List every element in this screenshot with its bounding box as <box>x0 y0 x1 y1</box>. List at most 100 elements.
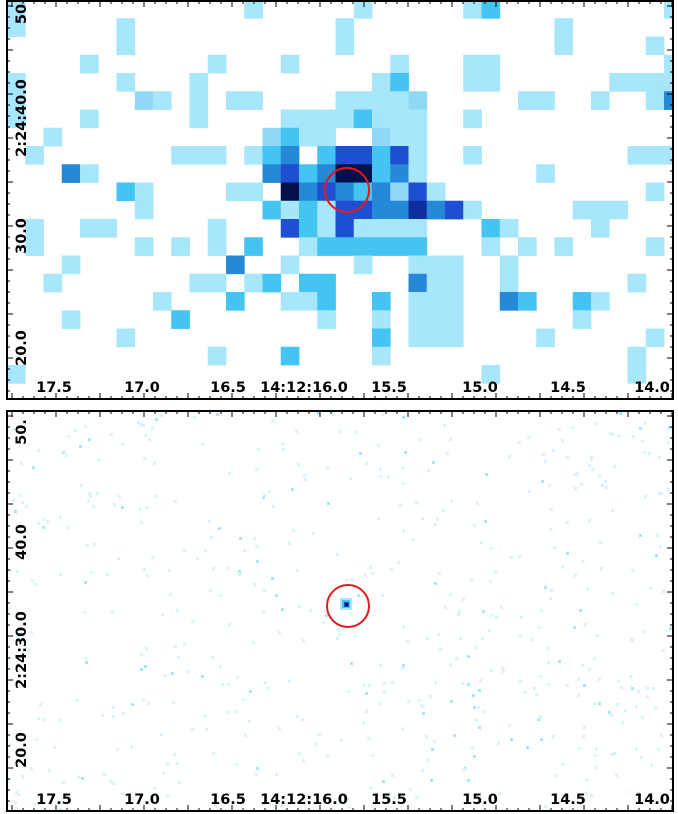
top-pixel-cell <box>116 328 136 348</box>
top-pixel-cell <box>426 292 446 311</box>
bottom-noise-pixel <box>621 721 624 724</box>
bottom-noise-pixel <box>297 463 300 466</box>
bottom-noise-pixel <box>67 435 70 438</box>
bottom-noise-pixel <box>88 438 91 441</box>
bottom-noise-pixel <box>106 573 109 576</box>
bottom-noise-pixel <box>255 468 258 471</box>
top-pixel-cell <box>134 182 154 202</box>
bottom-noise-pixel <box>475 719 478 722</box>
bottom-pixel-map <box>6 410 674 812</box>
bottom-noise-pixel <box>549 597 552 600</box>
top-pixel-cell <box>171 146 190 165</box>
bottom-noise-pixel <box>421 517 424 520</box>
bottom-noise-pixel <box>620 686 623 689</box>
top-pixel-cell <box>554 36 574 56</box>
bottom-noise-pixel <box>555 774 558 777</box>
top-pixel-cell <box>116 36 136 56</box>
bottom-x-tick-label-6: 14.5 <box>550 792 586 808</box>
top-pixel-cell <box>499 273 519 293</box>
bottom-noise-pixel <box>37 522 40 525</box>
bottom-noise-pixel <box>442 509 445 512</box>
bottom-noise-pixel <box>272 505 275 508</box>
bottom-noise-pixel <box>174 500 177 503</box>
bottom-noise-pixel <box>187 670 190 673</box>
top-pixel-cell <box>353 237 373 256</box>
bottom-noise-pixel <box>350 662 353 665</box>
bottom-noise-pixel <box>662 590 665 593</box>
bottom-noise-pixel <box>354 635 357 638</box>
top-pixel-cell <box>426 200 446 220</box>
bottom-noise-pixel <box>558 428 561 431</box>
bottom-noise-pixel <box>577 694 580 697</box>
bottom-x-tick-label-3: 14:12:16.0 <box>260 792 348 808</box>
top-x-tick-label-0: 17.5 <box>36 380 72 396</box>
top-pixel-cell <box>426 273 446 293</box>
bottom-noise-pixel <box>53 746 56 749</box>
bottom-noise-pixel <box>8 607 11 610</box>
bottom-noise-pixel <box>547 661 550 664</box>
bottom-noise-pixel <box>174 645 177 648</box>
bottom-noise-pixel <box>196 557 199 560</box>
bottom-noise-pixel <box>463 768 466 771</box>
bottom-noise-pixel <box>340 739 343 742</box>
bottom-noise-pixel <box>449 438 452 441</box>
bottom-noise-pixel <box>379 664 382 667</box>
bottom-noise-pixel <box>472 694 475 697</box>
bottom-noise-pixel <box>524 691 527 694</box>
bottom-noise-pixel <box>59 573 62 576</box>
bottom-noise-pixel <box>12 428 15 431</box>
top-pixel-cell <box>372 310 391 329</box>
top-pixel-cell <box>408 292 428 311</box>
top-pixel-cell <box>372 346 391 366</box>
bottom-noise-pixel <box>244 734 247 737</box>
top-pixel-cell <box>207 54 227 74</box>
bottom-noise-pixel <box>89 495 92 498</box>
bottom-noise-pixel <box>662 649 665 652</box>
bottom-noise-pixel <box>558 660 561 663</box>
bottom-noise-pixel <box>434 681 437 684</box>
bottom-noise-pixel <box>227 567 230 570</box>
bottom-noise-pixel <box>615 774 618 777</box>
top-pixel-cell <box>390 127 409 147</box>
bottom-noise-pixel <box>113 503 116 506</box>
bottom-noise-pixel <box>520 616 523 619</box>
bottom-noise-pixel <box>349 477 352 480</box>
bottom-noise-pixel <box>15 807 18 810</box>
bottom-noise-pixel <box>574 487 577 490</box>
bottom-noise-pixel <box>371 754 374 757</box>
bottom-noise-pixel <box>239 573 242 576</box>
bottom-noise-pixel <box>482 610 485 613</box>
bottom-noise-pixel <box>391 681 394 684</box>
bottom-noise-pixel <box>176 609 179 612</box>
bottom-noise-pixel <box>295 430 298 433</box>
bottom-noise-pixel <box>490 547 493 550</box>
bottom-noise-pixel <box>309 609 312 612</box>
bottom-noise-pixel <box>518 555 521 558</box>
bottom-noise-pixel <box>365 462 368 465</box>
top-pixel-cell <box>664 0 674 19</box>
top-pixel-cell <box>481 219 501 238</box>
bottom-noise-pixel <box>160 733 163 736</box>
bottom-noise-pixel <box>402 416 405 419</box>
top-pixel-cell <box>244 91 263 110</box>
bottom-y-tick-label-3: 20.0 <box>13 732 30 768</box>
top-pixel-cell <box>335 109 355 129</box>
bottom-noise-pixel <box>86 544 89 547</box>
bottom-noise-pixel <box>498 792 501 795</box>
bottom-noise-pixel <box>553 546 556 549</box>
top-pixel-cell <box>445 310 464 329</box>
bottom-noise-pixel <box>668 426 671 429</box>
bottom-noise-pixel <box>336 553 339 556</box>
bottom-noise-pixel <box>473 524 476 527</box>
top-pixel-cell <box>171 237 190 256</box>
bottom-noise-pixel <box>212 752 215 755</box>
bottom-noise-pixel <box>30 767 33 770</box>
bottom-noise-pixel <box>539 715 542 718</box>
bottom-noise-pixel <box>93 543 96 546</box>
bottom-noise-pixel <box>33 803 36 806</box>
bottom-noise-pixel <box>488 629 491 632</box>
bottom-noise-pixel <box>145 506 148 509</box>
bottom-noise-pixel <box>501 667 504 670</box>
top-pixel-cell <box>481 54 501 74</box>
bottom-noise-pixel <box>66 526 69 529</box>
